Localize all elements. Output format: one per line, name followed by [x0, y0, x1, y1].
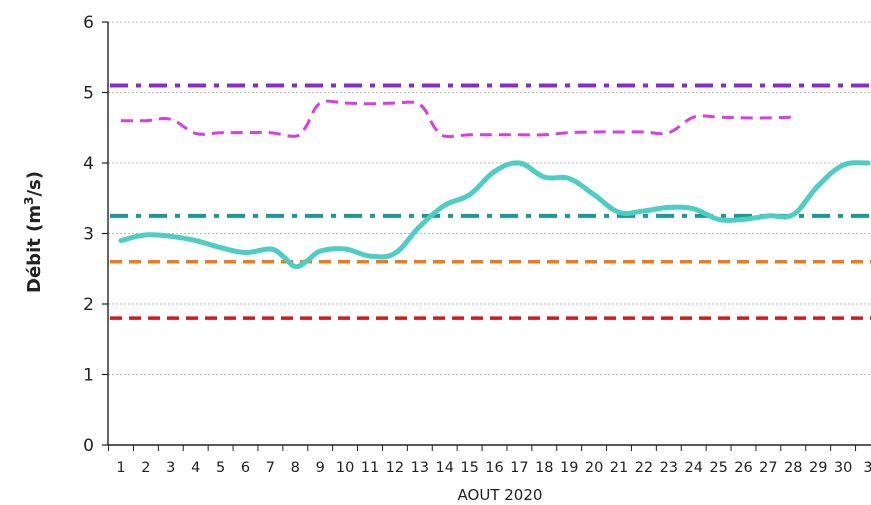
x-tick-label: 7	[266, 460, 275, 476]
y-axis-title-end: /s)	[24, 171, 45, 197]
x-tick-label: 1	[116, 460, 125, 476]
x-tick-labels: 1 2 3 4 5 6 7 8 9 10 11 12 13 14 15 16 17 18 19 20 21 22 23 24 2…	[116, 460, 871, 476]
x-tick-label: 25	[709, 460, 727, 476]
x-tick-label: 23	[660, 460, 678, 476]
x-tick-label: 10	[336, 460, 354, 476]
x-tick-label: 14	[435, 460, 453, 476]
x-tick-label: 24	[684, 460, 702, 476]
y-tick-label: 2	[83, 295, 94, 315]
x-tick-label: 26	[734, 460, 752, 476]
x-tick-label: 22	[635, 460, 653, 476]
y-tick-label: 5	[83, 84, 94, 104]
y-tick-label: 3	[83, 225, 94, 245]
series-lines	[110, 83, 871, 320]
x-tick-label: 5	[216, 460, 225, 476]
axes	[102, 21, 871, 451]
x-tick-label: 2	[141, 460, 150, 476]
x-tick-label: 15	[460, 460, 478, 476]
dashed-series-line	[120, 99, 794, 139]
x-tick-label: 18	[535, 460, 553, 476]
x-tick-label: 27	[759, 460, 777, 476]
x-tick-label: 21	[610, 460, 628, 476]
y-axis-title-main: Débit (m	[24, 205, 45, 293]
x-tick-label: 9	[316, 460, 325, 476]
x-tick-label: 20	[585, 460, 603, 476]
y-tick-labels: 0 1 2 3 4 5 6	[83, 13, 94, 456]
x-axis-title: AOUT 2020	[458, 486, 543, 504]
x-tick-label: 12	[386, 460, 404, 476]
x-tick-label: 11	[361, 460, 379, 476]
flow-series-line	[118, 160, 871, 270]
x-tick-label: 17	[510, 460, 528, 476]
x-tick-label: 19	[560, 460, 578, 476]
y-axis-title: Débit (m3/s)	[22, 171, 45, 293]
y-tick-label: 6	[83, 13, 94, 33]
x-tick-label: 3	[863, 460, 871, 476]
x-tick-label: 6	[241, 460, 250, 476]
x-tick-label: 28	[784, 460, 802, 476]
x-tick-label: 29	[809, 460, 827, 476]
y-tick-label: 4	[83, 154, 94, 174]
y-axis-title-superscript: 3	[22, 197, 36, 205]
x-tick-label: 30	[834, 460, 852, 476]
x-tick-label: 3	[166, 460, 175, 476]
gridlines	[108, 21, 871, 375]
x-tick-label: 4	[191, 460, 200, 476]
x-tick-label: 8	[291, 460, 300, 476]
x-tick-label: 16	[485, 460, 503, 476]
y-tick-label: 0	[83, 436, 94, 456]
x-tick-label: 13	[411, 460, 429, 476]
y-tick-label: 1	[83, 366, 94, 386]
